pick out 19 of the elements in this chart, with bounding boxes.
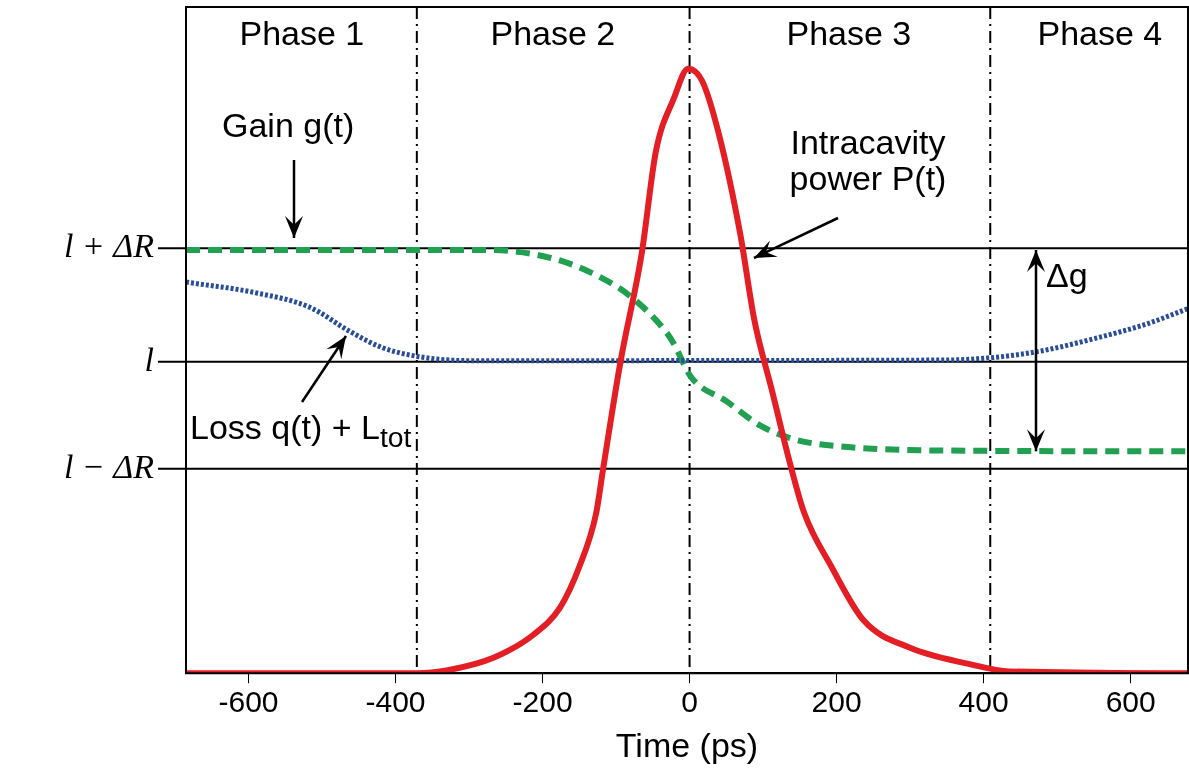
ref-line-label: l − ΔR	[63, 447, 155, 485]
text: Phase 1	[239, 14, 365, 52]
x-tick-label: 400	[958, 685, 1009, 719]
ref-line-label: l + ΔR	[63, 227, 155, 265]
x-tick-label: -200	[512, 685, 573, 719]
x-tick-label: -600	[218, 685, 279, 719]
annotation: Intracavity power P(t)	[788, 123, 948, 197]
x-tick-label: -400	[365, 685, 426, 719]
annotation: Gain g(t)	[222, 106, 355, 144]
annotation: Δg	[1046, 256, 1088, 294]
annotation: Loss q(t) + L$_{tot}$	[190, 408, 412, 453]
text: Phase 2	[490, 14, 616, 52]
x-tick-label: 0	[681, 685, 698, 719]
x-axis-title: Time (ps)	[615, 725, 759, 764]
ref-line-label: l	[144, 340, 154, 378]
x-tick-label: 200	[811, 685, 862, 719]
text: Phase 4	[1037, 14, 1163, 52]
text: Phase 3	[786, 14, 912, 52]
x-tick-label: 600	[1105, 685, 1156, 719]
